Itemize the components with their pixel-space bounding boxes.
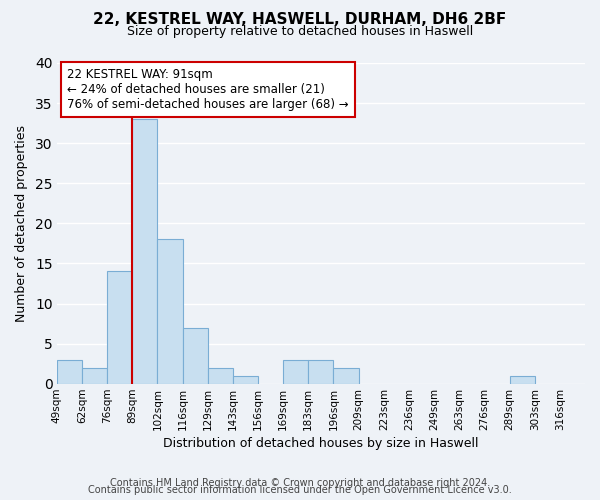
Bar — [334, 368, 359, 384]
Text: 22 KESTREL WAY: 91sqm
← 24% of detached houses are smaller (21)
76% of semi-deta: 22 KESTREL WAY: 91sqm ← 24% of detached … — [67, 68, 349, 111]
Bar — [208, 368, 233, 384]
Bar — [283, 360, 308, 384]
Y-axis label: Number of detached properties: Number of detached properties — [15, 125, 28, 322]
Bar — [509, 376, 535, 384]
X-axis label: Distribution of detached houses by size in Haswell: Distribution of detached houses by size … — [163, 437, 479, 450]
Bar — [57, 360, 82, 384]
Bar — [132, 119, 157, 384]
Text: Contains public sector information licensed under the Open Government Licence v3: Contains public sector information licen… — [88, 485, 512, 495]
Bar — [233, 376, 258, 384]
Bar — [107, 272, 132, 384]
Text: Contains HM Land Registry data © Crown copyright and database right 2024.: Contains HM Land Registry data © Crown c… — [110, 478, 490, 488]
Bar — [182, 328, 208, 384]
Text: 22, KESTREL WAY, HASWELL, DURHAM, DH6 2BF: 22, KESTREL WAY, HASWELL, DURHAM, DH6 2B… — [94, 12, 506, 28]
Bar — [82, 368, 107, 384]
Bar — [157, 240, 182, 384]
Text: Size of property relative to detached houses in Haswell: Size of property relative to detached ho… — [127, 25, 473, 38]
Bar — [308, 360, 334, 384]
